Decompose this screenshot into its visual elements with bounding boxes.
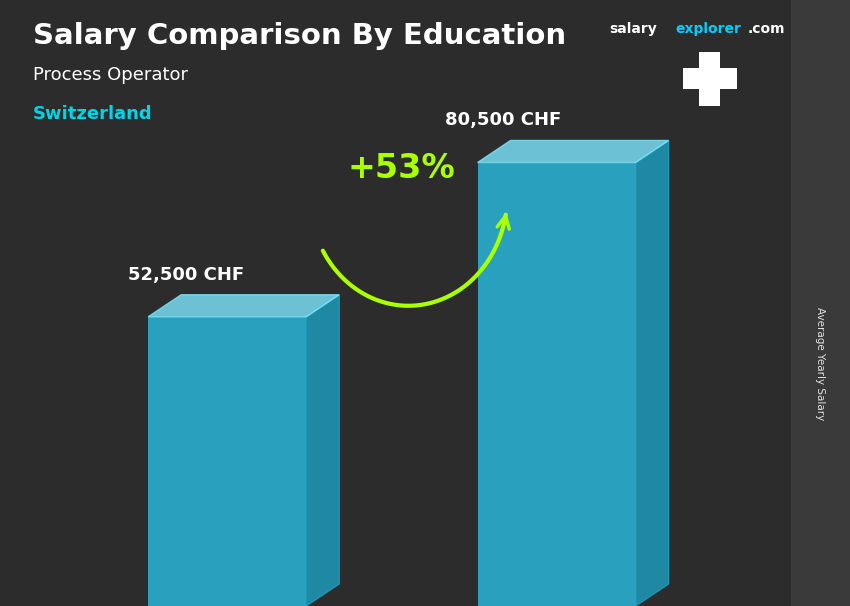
Polygon shape: [636, 141, 669, 606]
Bar: [699, 52, 720, 106]
Text: salary: salary: [609, 22, 657, 36]
Bar: [478, 162, 636, 606]
Text: Switzerland: Switzerland: [33, 105, 152, 122]
Polygon shape: [306, 295, 339, 606]
Text: explorer: explorer: [675, 22, 741, 36]
Text: 52,500 CHF: 52,500 CHF: [128, 265, 245, 284]
Text: .com: .com: [748, 22, 785, 36]
Polygon shape: [478, 141, 669, 162]
Text: 80,500 CHF: 80,500 CHF: [445, 112, 561, 130]
Text: Salary Comparison By Education: Salary Comparison By Education: [33, 22, 566, 50]
Text: +53%: +53%: [348, 152, 456, 185]
Polygon shape: [148, 295, 339, 317]
Text: Process Operator: Process Operator: [33, 66, 188, 84]
Bar: [683, 68, 737, 89]
Bar: [148, 317, 306, 606]
Text: Average Yearly Salary: Average Yearly Salary: [815, 307, 825, 420]
